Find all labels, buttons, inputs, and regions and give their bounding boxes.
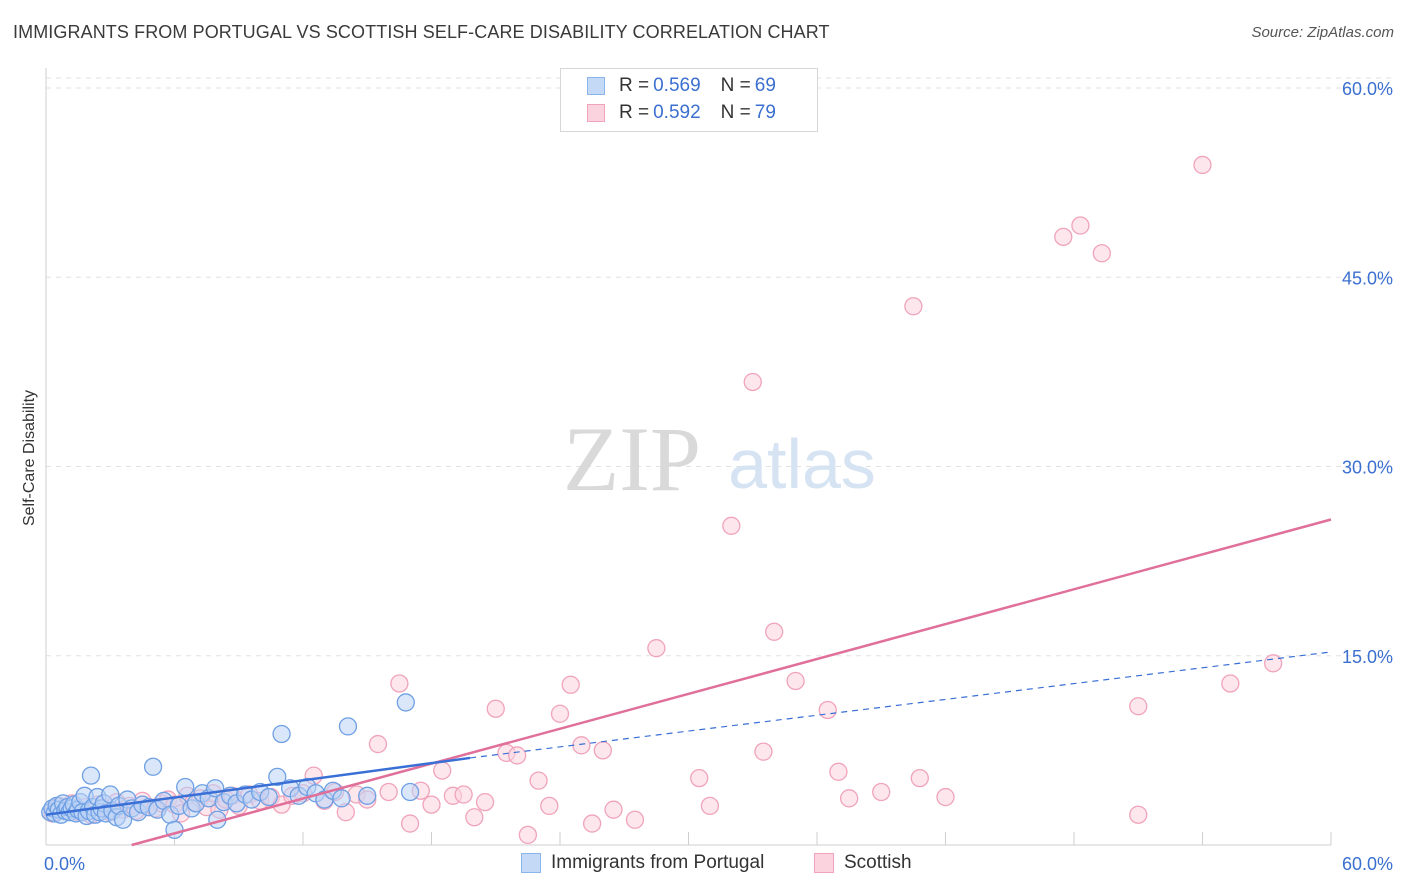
scottish-point [700, 796, 720, 816]
scottish-point [904, 297, 923, 316]
portugal-point [81, 766, 101, 785]
portugal-points [41, 693, 420, 840]
portugal-point [332, 789, 351, 808]
scottish-point [690, 768, 709, 788]
legend-n-value: 79 [754, 102, 776, 123]
scottish-point [647, 639, 666, 658]
chart-title: IMMIGRANTS FROM PORTUGAL VS SCOTTISH SEL… [13, 22, 830, 42]
scottish-point [910, 768, 929, 788]
scottish-point [475, 792, 495, 812]
scottish-point [1129, 697, 1148, 716]
scottish-point [368, 734, 388, 754]
legend-swatch-portugal [587, 77, 605, 95]
legend-row-scottish: R = 0.592 N = 79 [587, 100, 776, 126]
watermark: ZIP atlas [563, 408, 876, 510]
scottish-point [1193, 155, 1212, 175]
grid-lines [46, 77, 1394, 657]
scottish-point [561, 675, 580, 694]
scottish-point [1054, 227, 1073, 247]
scottish-point [1129, 805, 1148, 824]
y-tick-label: 60.0% [1342, 79, 1393, 99]
bottom-legend-portugal[interactable]: Immigrants from Portugal [521, 852, 764, 874]
portugal-trend-extension [469, 651, 1332, 759]
scottish-point [743, 372, 762, 392]
x-tick-label: 0.0% [44, 854, 85, 874]
scottish-point [540, 796, 559, 816]
scottish-point [1221, 674, 1240, 693]
scottish-point [390, 674, 409, 693]
scottish-point [1264, 654, 1283, 673]
tick-labels: 15.0% 30.0% 45.0% 60.0% 0.0% 60.0% [44, 79, 1393, 874]
scottish-point [722, 516, 741, 535]
scottish-point [593, 741, 612, 760]
legend-row-portugal: R = 0.569 N = 69 [587, 73, 776, 99]
legend-n-label: N = [720, 75, 751, 96]
axes [45, 68, 1332, 846]
scottish-point [765, 622, 784, 641]
portugal-point [338, 717, 358, 736]
scottish-point [422, 795, 441, 814]
portugal-point [272, 724, 291, 744]
scottish-point [572, 736, 591, 755]
scottish-point [818, 700, 837, 720]
scottish-point [465, 808, 484, 827]
scottish-point [379, 782, 398, 802]
legend-r-value: 0.569 [653, 75, 701, 96]
scottish-point [1092, 244, 1111, 263]
watermark-zip: ZIP [563, 408, 701, 510]
watermark-atlas: atlas [728, 425, 876, 503]
bottom-legend-swatch-portugal [521, 853, 541, 873]
y-tick-label: 30.0% [1342, 458, 1393, 478]
scottish-point [518, 825, 538, 845]
scottish-point [754, 742, 773, 761]
bottom-legend-swatch-scottish [814, 853, 834, 873]
bottom-legend-label-scottish: Scottish [844, 852, 912, 873]
y-tick-label: 15.0% [1342, 647, 1393, 667]
scottish-point [786, 671, 805, 691]
bottom-legend-scottish[interactable]: Scottish [814, 852, 912, 874]
portugal-point [396, 693, 415, 712]
portugal-point [259, 787, 278, 807]
scottish-point [550, 704, 570, 723]
scottish-point [872, 782, 891, 802]
portugal-point [176, 777, 195, 797]
scottish-point [508, 746, 527, 765]
portugal-point [143, 757, 163, 776]
y-tick-label: 45.0% [1342, 268, 1393, 288]
scottish-point [529, 771, 548, 790]
portugal-point [268, 767, 287, 787]
legend-n-value: 69 [754, 75, 776, 96]
bottom-legend-label-portugal: Immigrants from Portugal [551, 852, 765, 873]
x-tick-label: 60.0% [1342, 854, 1393, 874]
portugal-trend-line [45, 756, 471, 816]
legend-r-label: R = [619, 75, 650, 96]
scottish-point [400, 814, 420, 833]
scottish-point [625, 810, 645, 829]
portugal-point [358, 786, 377, 805]
trend-lines [45, 518, 1332, 847]
legend-r-value: 0.592 [653, 102, 701, 123]
legend-swatch-scottish [587, 104, 605, 122]
source-label: Source: ZipAtlas.com [1251, 24, 1394, 41]
legend-n-label: N = [720, 102, 751, 123]
scottish-point [604, 800, 623, 819]
scottish-point [829, 762, 848, 781]
scottish-point [454, 785, 473, 804]
scottish-point [582, 814, 602, 833]
scottish-point [1071, 216, 1090, 235]
legend-r-label: R = [619, 102, 650, 123]
scottish-point [433, 761, 452, 780]
portugal-point [400, 782, 420, 802]
scottish-point [936, 787, 955, 807]
scottish-point [839, 789, 859, 808]
scottish-point [486, 699, 505, 718]
legend: R = 0.569 N = 69 R = 0.592 N = 79 [560, 68, 818, 132]
scottish-trend-line [131, 518, 1332, 847]
